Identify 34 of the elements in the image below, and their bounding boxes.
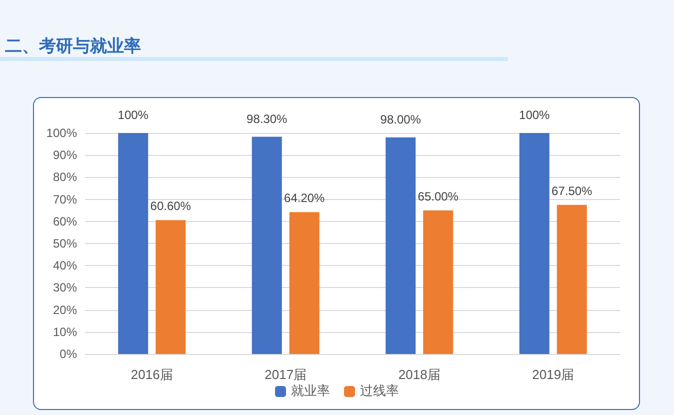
legend-label: 过线率 xyxy=(360,383,399,399)
data-label: 60.60% xyxy=(150,199,192,214)
y-tick-label: 60% xyxy=(52,214,78,228)
chart-title: 二、考研与就业率 xyxy=(5,36,141,56)
y-tick-label: 90% xyxy=(52,148,78,162)
bar xyxy=(519,133,550,354)
y-tick-label: 20% xyxy=(52,302,78,317)
data-label: 65.00% xyxy=(418,189,459,204)
x-tick-label: 2017届 xyxy=(264,367,307,382)
x-tick-label: 2016届 xyxy=(130,367,173,382)
bar xyxy=(556,204,587,354)
bar xyxy=(386,137,416,354)
bar xyxy=(118,133,148,354)
legend-label: 就业率 xyxy=(291,383,330,399)
y-tick-label: 30% xyxy=(52,280,78,295)
y-tick-label: 0% xyxy=(60,347,78,361)
y-tick-label: 40% xyxy=(52,258,78,273)
bar xyxy=(423,210,454,354)
y-tick-label: 100% xyxy=(46,126,78,140)
y-tick-label: 50% xyxy=(52,236,78,250)
bar xyxy=(156,220,186,354)
y-tick-label: 80% xyxy=(52,170,78,184)
x-tick-label: 2018届 xyxy=(398,367,440,382)
y-tick-label: 70% xyxy=(52,192,78,206)
y-tick-label: 10% xyxy=(52,324,78,339)
data-label: 100% xyxy=(118,108,149,122)
x-tick-label: 2019届 xyxy=(532,367,574,382)
bar xyxy=(252,136,282,354)
data-label: 64.20% xyxy=(284,191,326,206)
data-label: 98.00% xyxy=(380,112,422,126)
bar xyxy=(289,212,320,354)
data-label: 67.50% xyxy=(552,184,593,198)
data-label: 100% xyxy=(519,108,550,122)
data-label: 98.30% xyxy=(246,112,288,126)
